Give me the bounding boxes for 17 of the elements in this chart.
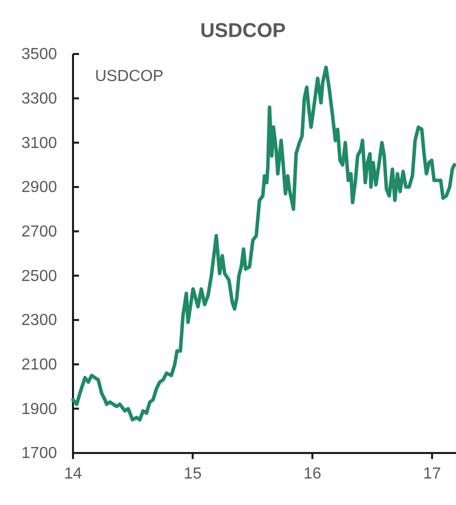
y-tick-label: 2700 [21,223,58,240]
y-tick-label: 1700 [21,445,58,462]
text: USDCOP [95,68,164,85]
y-tick-label: 3500 [21,46,58,64]
y-tick-label: 2300 [21,312,58,330]
y-tick-label: 2100 [21,356,58,374]
y-tick-label: 2500 [21,268,58,285]
y-tick-label: 1900 [21,400,58,418]
y-tick-label: 3300 [21,90,58,108]
line-series [71,66,456,422]
x-tick-label: 16 [303,465,322,482]
chart-title: USDCOP [200,20,286,42]
x-tick-label: 15 [184,465,202,482]
x-tick-label: 14 [64,465,82,482]
x-tick-label: 17 [423,465,442,482]
y-tick-label: 2900 [21,179,58,196]
y-tick-label: 3100 [21,134,58,152]
